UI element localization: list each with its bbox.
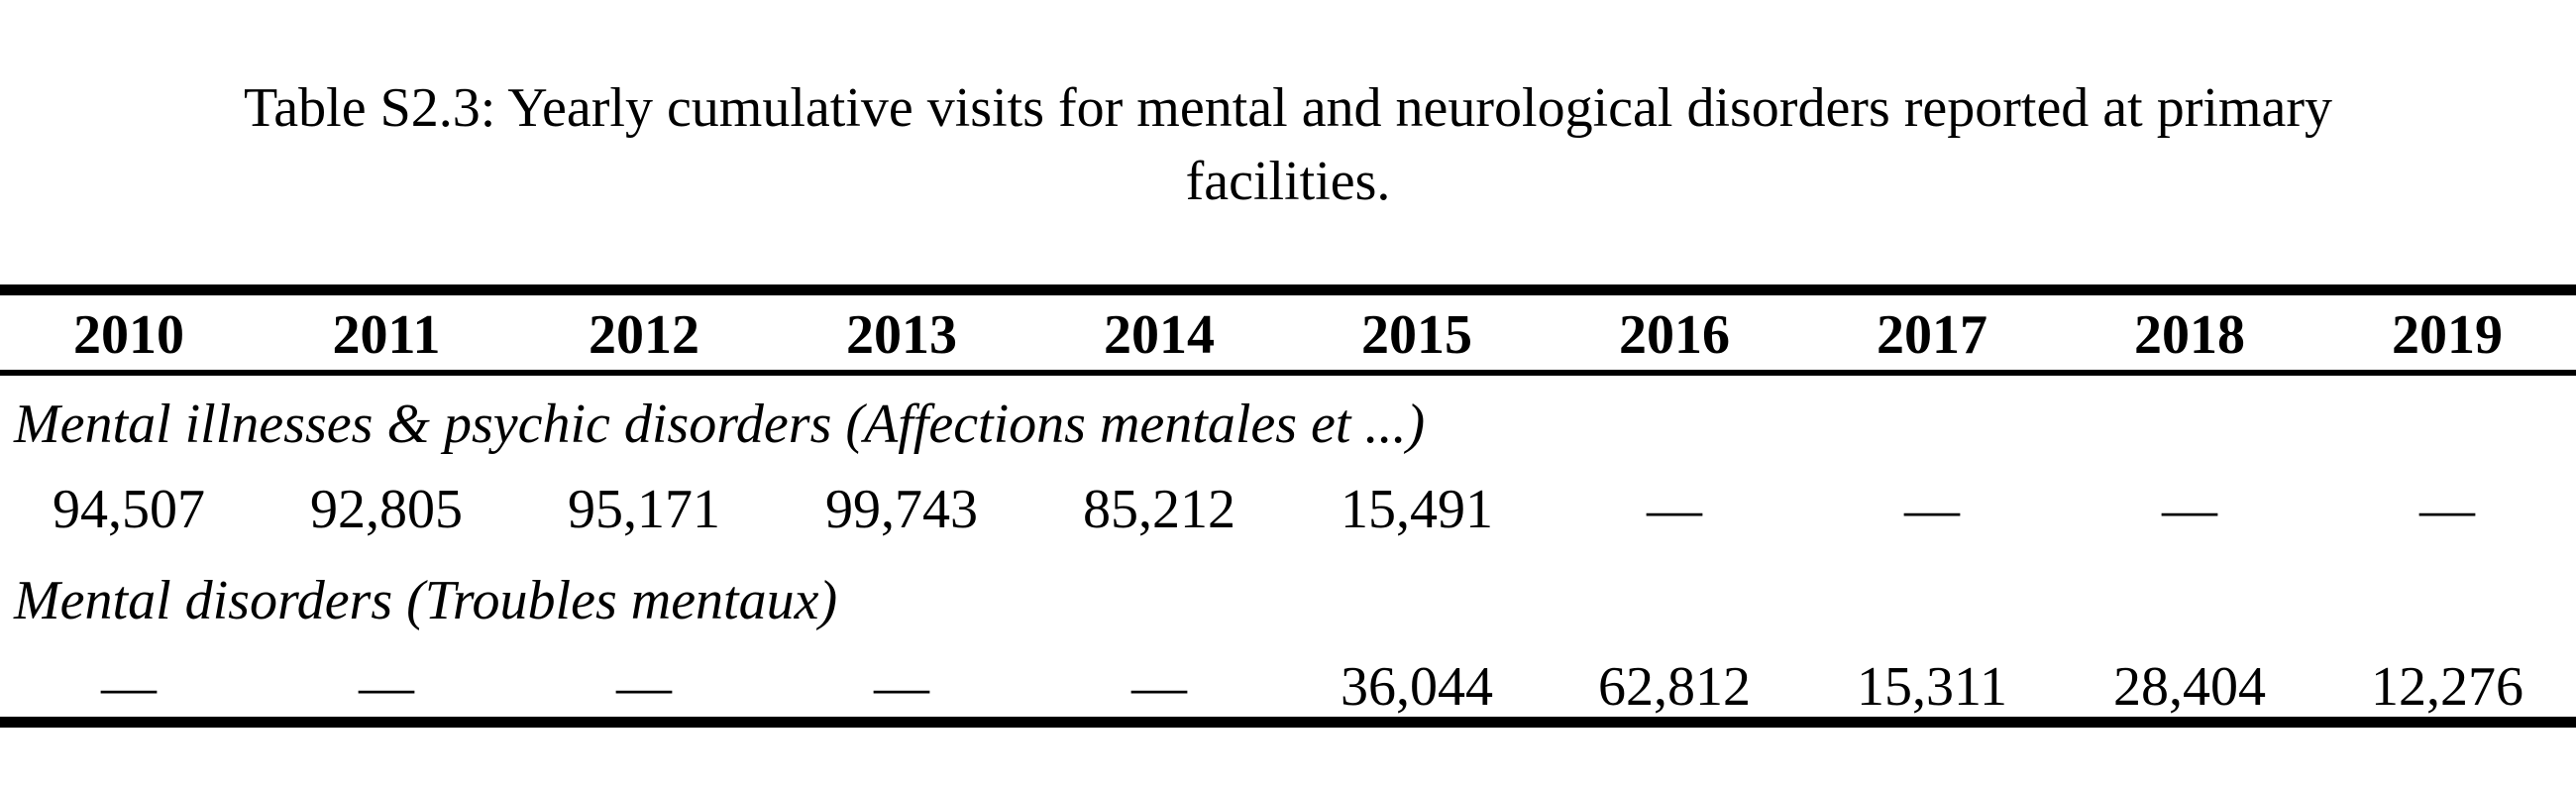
table-top-rule bbox=[0, 284, 2576, 295]
group-label-mental-illnesses: Mental illnesses & psychic disorders (Af… bbox=[14, 394, 1426, 455]
table-caption: Table S2.3: Yearly cumulative visits for… bbox=[0, 71, 2576, 218]
column-header: 2017 bbox=[1877, 304, 1987, 366]
table-cell: 99,743 bbox=[825, 479, 978, 540]
table-cell: 15,311 bbox=[1857, 656, 2007, 718]
table-cell: 36,044 bbox=[1341, 656, 1493, 718]
caption-line-1: Table S2.3: Yearly cumulative visits for… bbox=[244, 77, 2332, 139]
table-cell: — bbox=[874, 656, 929, 718]
table-cell: 28,404 bbox=[2113, 656, 2266, 718]
table-cell: 12,276 bbox=[2371, 656, 2523, 718]
table-cell: 94,507 bbox=[53, 479, 205, 540]
table-cell: — bbox=[2162, 479, 2217, 540]
column-header: 2011 bbox=[332, 304, 441, 366]
table-bottom-rule bbox=[0, 717, 2576, 728]
column-header: 2012 bbox=[589, 304, 699, 366]
column-header: 2018 bbox=[2134, 304, 2245, 366]
table-cell: — bbox=[1647, 479, 1702, 540]
group-label-mental-disorders: Mental disorders (Troubles mentaux) bbox=[14, 570, 838, 631]
table-cell: — bbox=[1131, 656, 1187, 718]
table-row: 94,507 92,805 95,171 99,743 85,212 15,49… bbox=[0, 470, 2576, 549]
column-header: 2015 bbox=[1361, 304, 1472, 366]
table-row: — — — — — 36,044 62,812 15,311 28,404 12… bbox=[0, 647, 2576, 727]
table-header-row: 2010 2011 2012 2013 2014 2015 2016 2017 … bbox=[0, 295, 2576, 375]
table-cell: 92,805 bbox=[310, 479, 463, 540]
table-cell: 15,491 bbox=[1341, 479, 1493, 540]
table-cell: 62,812 bbox=[1598, 656, 1751, 718]
column-header: 2016 bbox=[1619, 304, 1730, 366]
table-cell: 85,212 bbox=[1083, 479, 1235, 540]
table-cell: — bbox=[616, 656, 672, 718]
table-cell: — bbox=[2419, 479, 2475, 540]
table-cell: — bbox=[359, 656, 414, 718]
table-cell: — bbox=[1904, 479, 1960, 540]
column-header: 2014 bbox=[1104, 304, 1215, 366]
column-header: 2010 bbox=[73, 304, 184, 366]
column-header: 2013 bbox=[846, 304, 957, 366]
table-cell: — bbox=[101, 656, 157, 718]
table-cell: 95,171 bbox=[568, 479, 720, 540]
caption-line-2: facilities. bbox=[1185, 151, 1391, 212]
table-header-rule bbox=[0, 370, 2576, 376]
column-header: 2019 bbox=[2392, 304, 2503, 366]
